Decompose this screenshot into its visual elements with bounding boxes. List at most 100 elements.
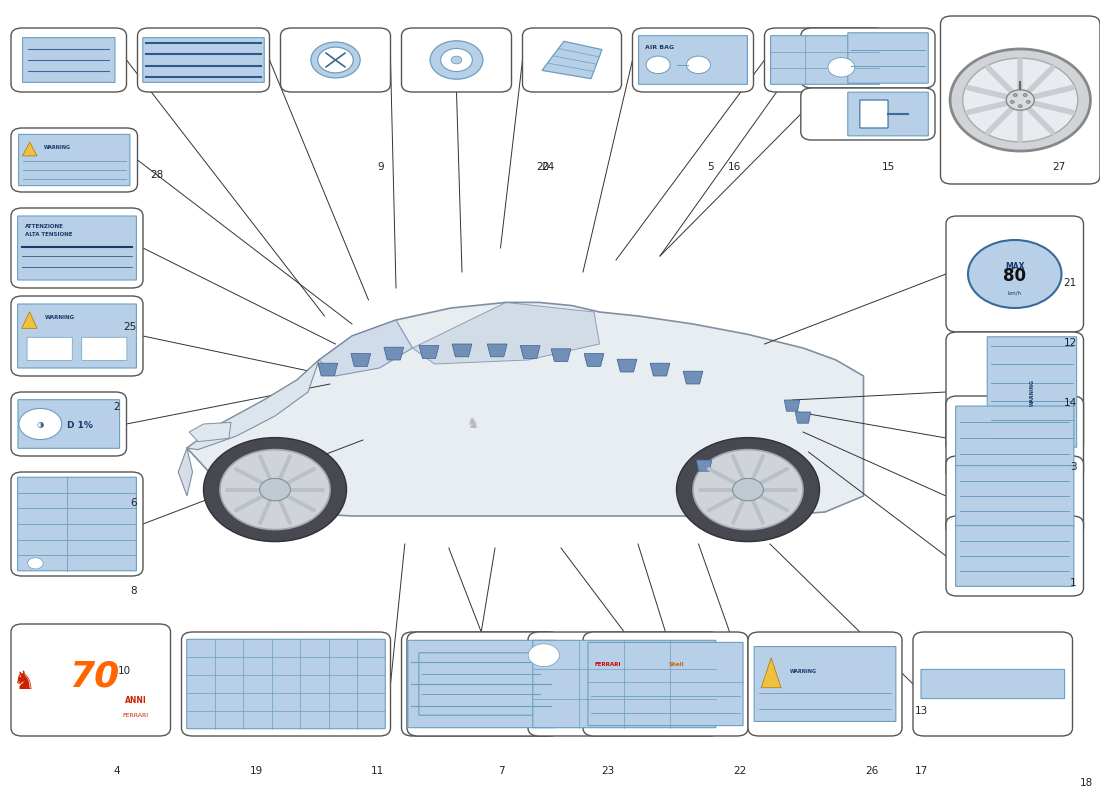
Circle shape — [441, 49, 472, 71]
FancyBboxPatch shape — [11, 296, 143, 376]
Polygon shape — [696, 460, 712, 471]
Text: 80: 80 — [1003, 266, 1026, 285]
Circle shape — [1013, 94, 1018, 97]
Circle shape — [224, 449, 326, 523]
FancyBboxPatch shape — [18, 304, 136, 368]
Text: D 1%: D 1% — [67, 422, 92, 430]
FancyBboxPatch shape — [18, 400, 120, 448]
Polygon shape — [318, 363, 338, 376]
FancyBboxPatch shape — [801, 88, 935, 140]
Circle shape — [1010, 101, 1014, 103]
Polygon shape — [189, 422, 231, 442]
FancyBboxPatch shape — [402, 632, 561, 736]
FancyBboxPatch shape — [956, 406, 1074, 470]
FancyBboxPatch shape — [11, 392, 127, 456]
FancyBboxPatch shape — [522, 28, 622, 92]
Text: 16: 16 — [728, 162, 741, 171]
FancyBboxPatch shape — [11, 28, 127, 92]
FancyBboxPatch shape — [81, 338, 126, 360]
FancyBboxPatch shape — [946, 216, 1084, 332]
Text: 27: 27 — [1053, 162, 1066, 171]
Text: 23: 23 — [602, 766, 615, 776]
Circle shape — [950, 49, 1090, 151]
Polygon shape — [520, 346, 540, 358]
Text: 22: 22 — [734, 766, 747, 776]
Text: WARNING: WARNING — [45, 315, 75, 320]
Circle shape — [451, 56, 462, 64]
Circle shape — [968, 240, 1062, 308]
Text: 20: 20 — [536, 162, 549, 171]
FancyBboxPatch shape — [18, 216, 136, 280]
FancyBboxPatch shape — [755, 646, 895, 722]
Text: 6: 6 — [130, 498, 136, 508]
FancyBboxPatch shape — [182, 632, 390, 736]
Polygon shape — [22, 312, 37, 328]
FancyBboxPatch shape — [143, 38, 264, 82]
Text: ♞: ♞ — [12, 670, 35, 694]
Text: ANNI: ANNI — [124, 696, 146, 705]
Text: 25: 25 — [123, 322, 136, 331]
FancyBboxPatch shape — [187, 639, 385, 729]
Circle shape — [28, 558, 43, 569]
FancyBboxPatch shape — [913, 632, 1072, 736]
Circle shape — [318, 47, 353, 73]
Circle shape — [733, 478, 763, 501]
Text: 21: 21 — [1064, 278, 1077, 288]
FancyBboxPatch shape — [587, 642, 744, 726]
Polygon shape — [22, 142, 37, 156]
FancyBboxPatch shape — [419, 653, 543, 715]
Text: WARNING: WARNING — [44, 145, 72, 150]
FancyBboxPatch shape — [11, 624, 170, 736]
Text: ◑: ◑ — [36, 419, 44, 429]
Text: Shell: Shell — [669, 662, 684, 666]
Polygon shape — [487, 344, 507, 357]
FancyBboxPatch shape — [956, 526, 1074, 586]
Circle shape — [686, 56, 711, 74]
FancyBboxPatch shape — [11, 208, 143, 288]
Circle shape — [1026, 101, 1031, 103]
Text: 8: 8 — [130, 586, 136, 595]
FancyBboxPatch shape — [848, 92, 928, 136]
FancyBboxPatch shape — [860, 100, 888, 128]
FancyBboxPatch shape — [632, 28, 754, 92]
FancyBboxPatch shape — [946, 516, 1084, 596]
Circle shape — [260, 478, 290, 501]
Text: WARNING: WARNING — [790, 669, 816, 674]
Text: ATTENZIONE: ATTENZIONE — [24, 223, 64, 229]
FancyBboxPatch shape — [940, 16, 1100, 184]
Circle shape — [646, 56, 670, 74]
FancyBboxPatch shape — [402, 28, 512, 92]
FancyBboxPatch shape — [946, 396, 1084, 480]
Text: WARNING: WARNING — [1030, 378, 1034, 406]
FancyBboxPatch shape — [956, 466, 1074, 526]
Polygon shape — [551, 349, 571, 362]
Circle shape — [1006, 90, 1034, 110]
Polygon shape — [178, 448, 192, 496]
FancyBboxPatch shape — [11, 472, 143, 576]
FancyBboxPatch shape — [528, 632, 720, 736]
Circle shape — [430, 41, 483, 79]
Polygon shape — [351, 354, 371, 366]
Polygon shape — [452, 344, 472, 357]
Circle shape — [1019, 105, 1022, 107]
Text: 1: 1 — [1070, 578, 1077, 587]
Polygon shape — [784, 400, 800, 411]
Text: FERRARI: FERRARI — [594, 662, 620, 666]
Polygon shape — [384, 347, 404, 360]
Text: 2: 2 — [113, 402, 120, 411]
Circle shape — [1023, 94, 1027, 97]
Text: 3: 3 — [1070, 462, 1077, 472]
Text: ♞: ♞ — [466, 417, 480, 431]
Text: 5: 5 — [707, 162, 714, 171]
Polygon shape — [419, 346, 439, 358]
Text: 19: 19 — [250, 766, 263, 776]
FancyBboxPatch shape — [946, 456, 1084, 536]
Polygon shape — [319, 320, 412, 376]
FancyBboxPatch shape — [848, 33, 928, 83]
Text: 11: 11 — [371, 766, 384, 776]
FancyBboxPatch shape — [921, 670, 1065, 698]
Text: 15: 15 — [882, 162, 895, 171]
Circle shape — [19, 409, 62, 439]
Text: 26: 26 — [866, 766, 879, 776]
Circle shape — [676, 438, 820, 542]
